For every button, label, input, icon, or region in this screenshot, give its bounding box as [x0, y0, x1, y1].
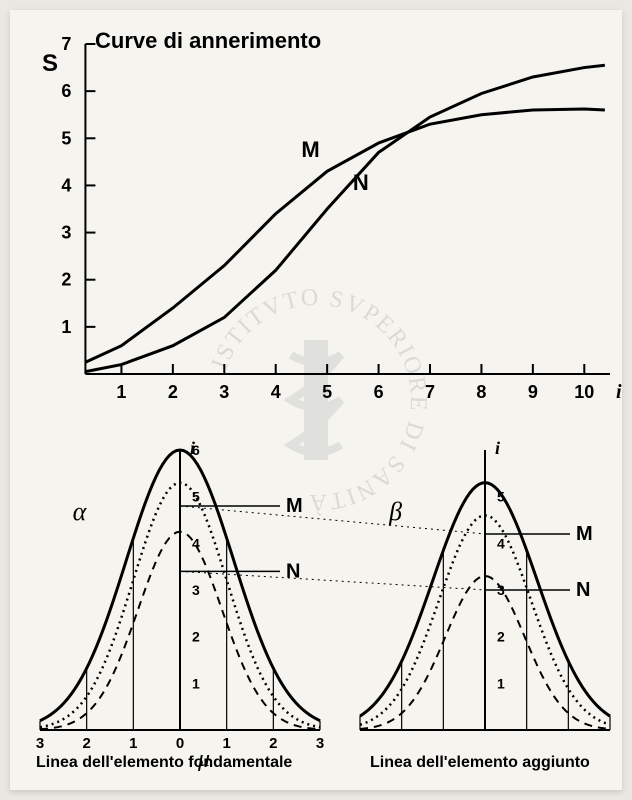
caption-left: Linea dell'elemento fondamentale [36, 754, 292, 772]
caption-right: Linea dell'elemento aggiunto [370, 754, 590, 772]
photo-frame: ISTITVTO SVPERIORE DI SANITÀ Curve di an… [10, 10, 622, 790]
connector-lines [10, 10, 622, 790]
